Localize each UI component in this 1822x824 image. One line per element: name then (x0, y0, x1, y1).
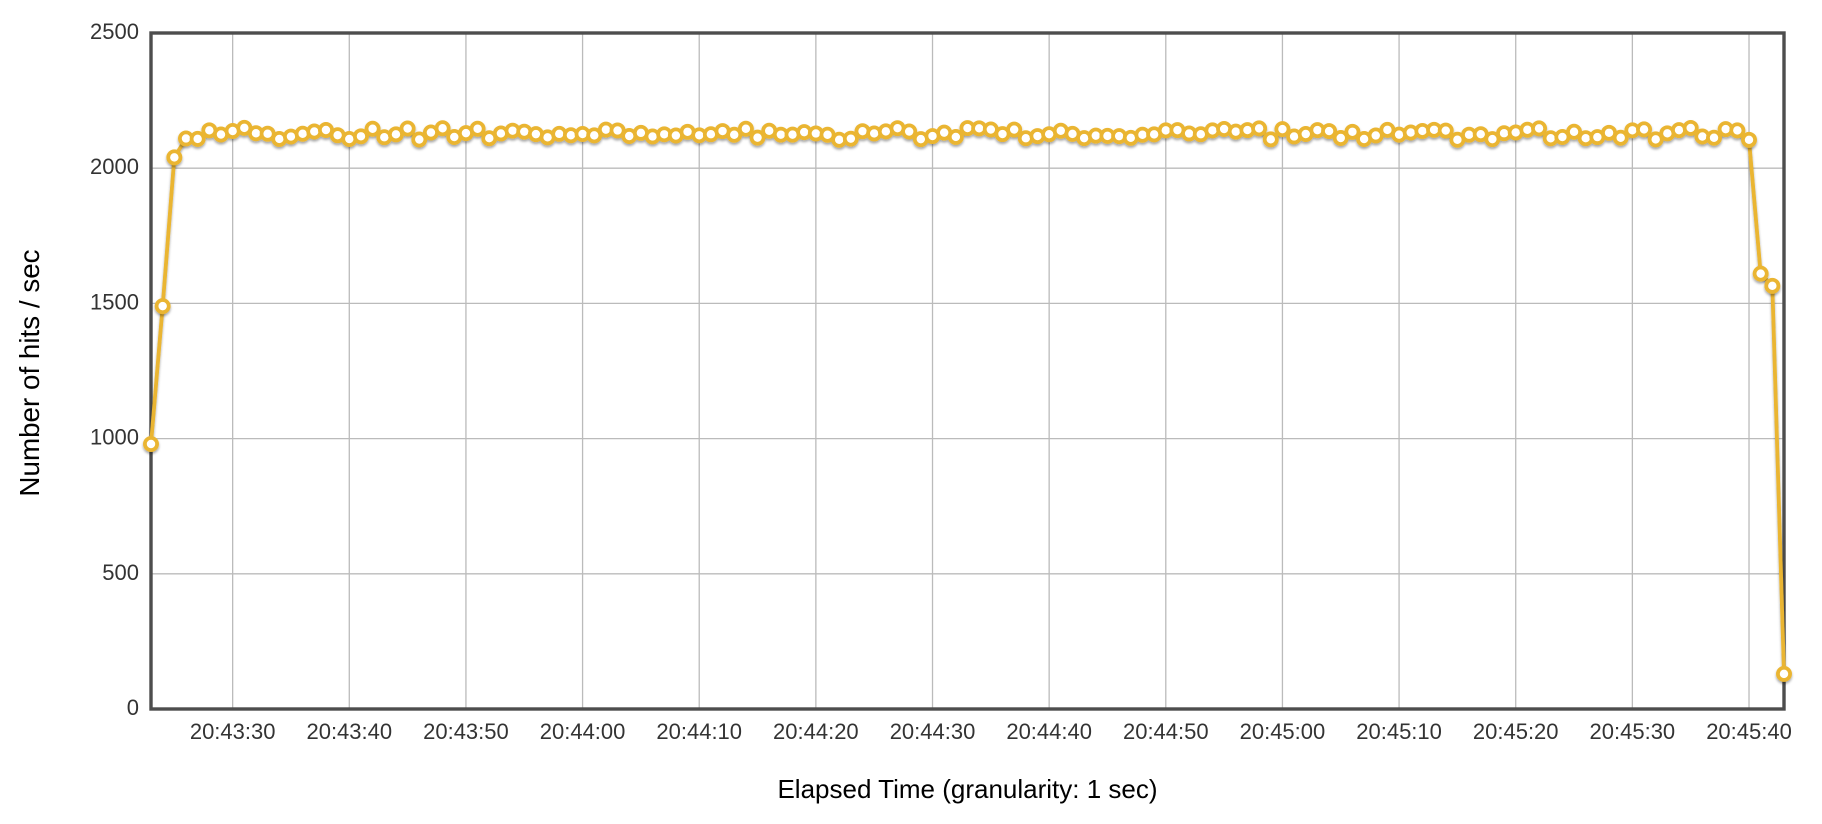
svg-text:20:43:30: 20:43:30 (190, 719, 276, 744)
svg-text:1500: 1500 (90, 289, 139, 314)
svg-text:20:43:50: 20:43:50 (423, 719, 509, 744)
svg-text:20:44:50: 20:44:50 (1123, 719, 1209, 744)
svg-text:20:45:20: 20:45:20 (1473, 719, 1559, 744)
svg-text:20:43:40: 20:43:40 (306, 719, 392, 744)
svg-text:20:44:30: 20:44:30 (890, 719, 976, 744)
svg-text:20:45:40: 20:45:40 (1706, 719, 1792, 744)
svg-text:500: 500 (102, 560, 139, 585)
svg-text:Number of hits / sec: Number of hits / sec (14, 249, 45, 496)
svg-text:2000: 2000 (90, 154, 139, 179)
svg-text:20:44:40: 20:44:40 (1006, 719, 1092, 744)
svg-text:0: 0 (127, 695, 139, 720)
svg-text:20:44:10: 20:44:10 (656, 719, 742, 744)
svg-text:20:44:20: 20:44:20 (773, 719, 859, 744)
svg-text:20:45:30: 20:45:30 (1590, 719, 1676, 744)
svg-text:2500: 2500 (90, 19, 139, 44)
svg-text:20:45:00: 20:45:00 (1240, 719, 1326, 744)
svg-text:1000: 1000 (90, 425, 139, 450)
svg-text:Elapsed Time (granularity: 1 s: Elapsed Time (granularity: 1 sec) (777, 774, 1157, 804)
svg-text:20:45:10: 20:45:10 (1356, 719, 1442, 744)
svg-text:20:44:00: 20:44:00 (540, 719, 626, 744)
